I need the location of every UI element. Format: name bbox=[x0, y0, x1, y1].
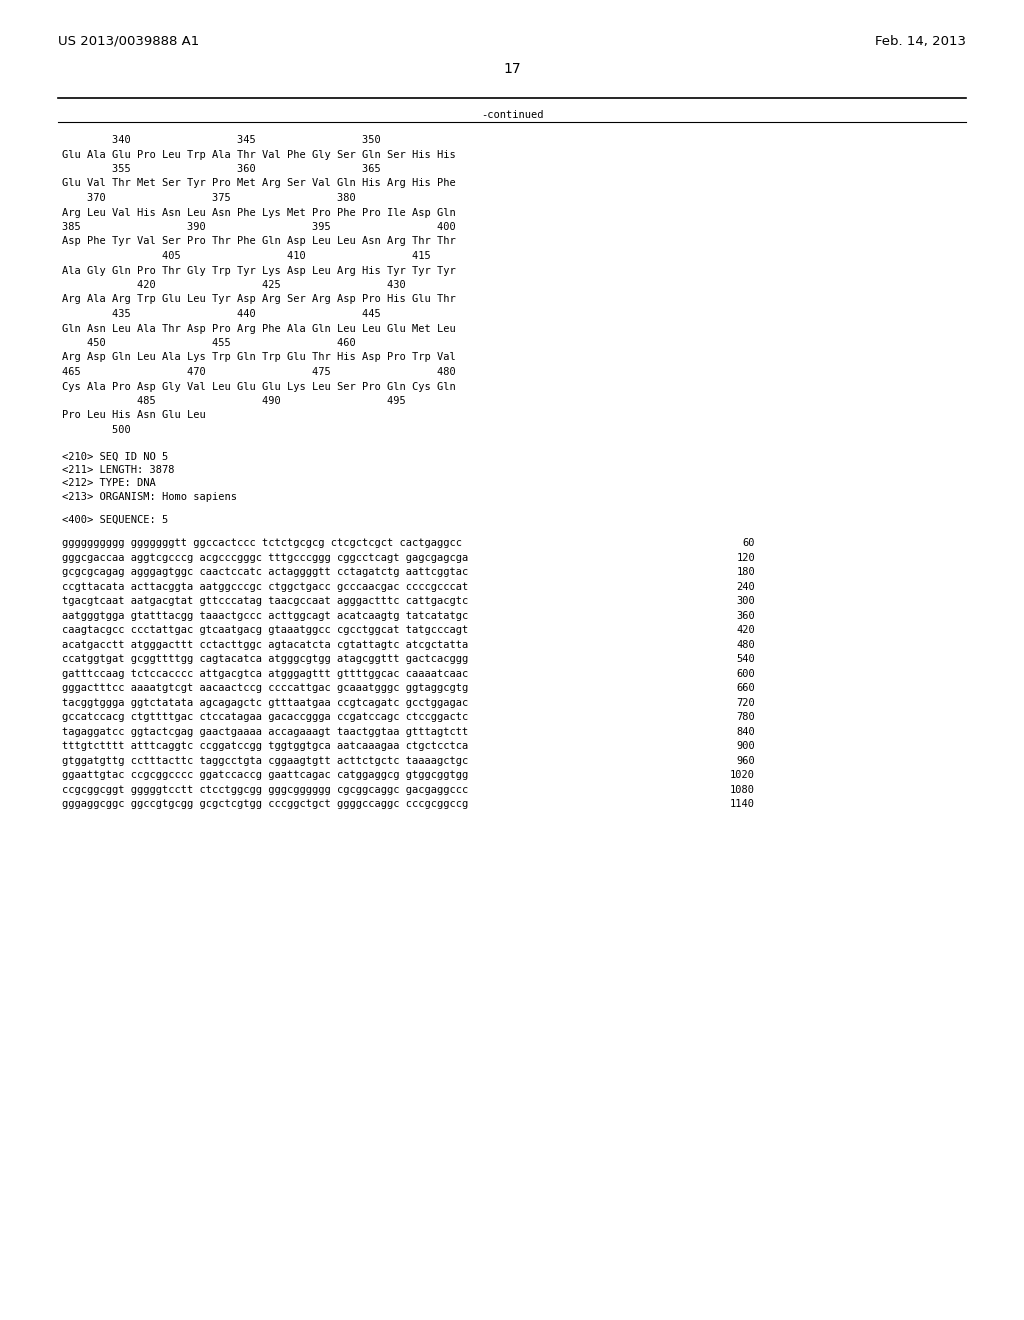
Text: 1020: 1020 bbox=[730, 771, 755, 780]
Text: gccatccacg ctgttttgac ctccatagaa gacaccggga ccgatccagc ctccggactc: gccatccacg ctgttttgac ctccatagaa gacaccg… bbox=[62, 713, 468, 722]
Text: 60: 60 bbox=[742, 539, 755, 548]
Text: -continued: -continued bbox=[480, 110, 544, 120]
Text: Gln Asn Leu Ala Thr Asp Pro Arg Phe Ala Gln Leu Leu Glu Met Leu: Gln Asn Leu Ala Thr Asp Pro Arg Phe Ala … bbox=[62, 323, 456, 334]
Text: gggcgaccaa aggtcgcccg acgcccgggc tttgcccggg cggcctcagt gagcgagcga: gggcgaccaa aggtcgcccg acgcccgggc tttgccc… bbox=[62, 553, 468, 562]
Text: 450                 455                 460: 450 455 460 bbox=[62, 338, 355, 348]
Text: Asp Phe Tyr Val Ser Pro Thr Phe Gln Asp Leu Leu Asn Arg Thr Thr: Asp Phe Tyr Val Ser Pro Thr Phe Gln Asp … bbox=[62, 236, 456, 247]
Text: Ala Gly Gln Pro Thr Gly Trp Tyr Lys Asp Leu Arg His Tyr Tyr Tyr: Ala Gly Gln Pro Thr Gly Trp Tyr Lys Asp … bbox=[62, 265, 456, 276]
Text: acatgacctt atgggacttt cctacttggc agtacatcta cgtattagtc atcgctatta: acatgacctt atgggacttt cctacttggc agtacat… bbox=[62, 640, 468, 649]
Text: Arg Asp Gln Leu Ala Lys Trp Gln Trp Glu Thr His Asp Pro Trp Val: Arg Asp Gln Leu Ala Lys Trp Gln Trp Glu … bbox=[62, 352, 456, 363]
Text: <211> LENGTH: 3878: <211> LENGTH: 3878 bbox=[62, 465, 174, 475]
Text: 420                 425                 430: 420 425 430 bbox=[62, 280, 406, 290]
Text: tacggtggga ggtctatata agcagagctc gtttaatgaa ccgtcagatc gcctggagac: tacggtggga ggtctatata agcagagctc gtttaat… bbox=[62, 698, 468, 708]
Text: 17: 17 bbox=[503, 62, 521, 77]
Text: 720: 720 bbox=[736, 698, 755, 708]
Text: aatgggtgga gtatttacgg taaactgccc acttggcagt acatcaagtg tatcatatgc: aatgggtgga gtatttacgg taaactgccc acttggc… bbox=[62, 611, 468, 620]
Text: gtggatgttg cctttacttc taggcctgta cggaagtgtt acttctgctc taaaagctgc: gtggatgttg cctttacttc taggcctgta cggaagt… bbox=[62, 756, 468, 766]
Text: ggaattgtac ccgcggcccc ggatccaccg gaattcagac catggaggcg gtggcggtgg: ggaattgtac ccgcggcccc ggatccaccg gaattca… bbox=[62, 771, 468, 780]
Text: Arg Leu Val His Asn Leu Asn Phe Lys Met Pro Phe Pro Ile Asp Gln: Arg Leu Val His Asn Leu Asn Phe Lys Met … bbox=[62, 207, 456, 218]
Text: gcgcgcagag agggagtggc caactccatc actaggggtt cctagatctg aattcggtac: gcgcgcagag agggagtggc caactccatc actaggg… bbox=[62, 568, 468, 577]
Text: 435                 440                 445: 435 440 445 bbox=[62, 309, 381, 319]
Text: ccatggtgat gcggttttgg cagtacatca atgggcgtgg atagcggttt gactcacggg: ccatggtgat gcggttttgg cagtacatca atgggcg… bbox=[62, 655, 468, 664]
Text: 370                 375                 380: 370 375 380 bbox=[62, 193, 355, 203]
Text: 600: 600 bbox=[736, 669, 755, 678]
Text: 1140: 1140 bbox=[730, 800, 755, 809]
Text: 900: 900 bbox=[736, 742, 755, 751]
Text: 840: 840 bbox=[736, 727, 755, 737]
Text: ccgcggcggt gggggtcctt ctcctggcgg gggcgggggg cgcggcaggc gacgaggccc: ccgcggcggt gggggtcctt ctcctggcgg gggcggg… bbox=[62, 785, 468, 795]
Text: 540: 540 bbox=[736, 655, 755, 664]
Text: caagtacgcc ccctattgac gtcaatgacg gtaaatggcc cgcctggcat tatgcccagt: caagtacgcc ccctattgac gtcaatgacg gtaaatg… bbox=[62, 626, 468, 635]
Text: <400> SEQUENCE: 5: <400> SEQUENCE: 5 bbox=[62, 515, 168, 525]
Text: 500: 500 bbox=[62, 425, 131, 436]
Text: tttgtctttt atttcaggtc ccggatccgg tggtggtgca aatcaaagaa ctgctcctca: tttgtctttt atttcaggtc ccggatccgg tggtggt… bbox=[62, 742, 468, 751]
Text: <212> TYPE: DNA: <212> TYPE: DNA bbox=[62, 479, 156, 488]
Text: 120: 120 bbox=[736, 553, 755, 562]
Text: 420: 420 bbox=[736, 626, 755, 635]
Text: gggggggggg gggggggtt ggccactccc tctctgcgcg ctcgctcgct cactgaggcc: gggggggggg gggggggtt ggccactccc tctctgcg… bbox=[62, 539, 462, 548]
Text: Arg Ala Arg Trp Glu Leu Tyr Asp Arg Ser Arg Asp Pro His Glu Thr: Arg Ala Arg Trp Glu Leu Tyr Asp Arg Ser … bbox=[62, 294, 456, 305]
Text: Cys Ala Pro Asp Gly Val Leu Glu Glu Lys Leu Ser Pro Gln Cys Gln: Cys Ala Pro Asp Gly Val Leu Glu Glu Lys … bbox=[62, 381, 456, 392]
Text: <210> SEQ ID NO 5: <210> SEQ ID NO 5 bbox=[62, 451, 168, 462]
Text: 960: 960 bbox=[736, 756, 755, 766]
Text: Glu Val Thr Met Ser Tyr Pro Met Arg Ser Val Gln His Arg His Phe: Glu Val Thr Met Ser Tyr Pro Met Arg Ser … bbox=[62, 178, 456, 189]
Text: 240: 240 bbox=[736, 582, 755, 591]
Text: 355                 360                 365: 355 360 365 bbox=[62, 164, 381, 174]
Text: tagaggatcc ggtactcgag gaactgaaaa accagaaagt taactggtaa gtttagtctt: tagaggatcc ggtactcgag gaactgaaaa accagaa… bbox=[62, 727, 468, 737]
Text: 485                 490                 495: 485 490 495 bbox=[62, 396, 406, 407]
Text: 465                 470                 475                 480: 465 470 475 480 bbox=[62, 367, 456, 378]
Text: 1080: 1080 bbox=[730, 785, 755, 795]
Text: Feb. 14, 2013: Feb. 14, 2013 bbox=[874, 36, 966, 48]
Text: 180: 180 bbox=[736, 568, 755, 577]
Text: gatttccaag tctccacccc attgacgtca atgggagttt gttttggcac caaaatcaac: gatttccaag tctccacccc attgacgtca atgggag… bbox=[62, 669, 468, 678]
Text: 360: 360 bbox=[736, 611, 755, 620]
Text: gggactttcc aaaatgtcgt aacaactccg ccccattgac gcaaatgggc ggtaggcgtg: gggactttcc aaaatgtcgt aacaactccg ccccatt… bbox=[62, 684, 468, 693]
Text: gggaggcggc ggccgtgcgg gcgctcgtgg cccggctgct ggggccaggc cccgcggccg: gggaggcggc ggccgtgcgg gcgctcgtgg cccggct… bbox=[62, 800, 468, 809]
Text: 480: 480 bbox=[736, 640, 755, 649]
Text: Pro Leu His Asn Glu Leu: Pro Leu His Asn Glu Leu bbox=[62, 411, 206, 421]
Text: tgacgtcaat aatgacgtat gttcccatag taacgccaat agggactttc cattgacgtc: tgacgtcaat aatgacgtat gttcccatag taacgcc… bbox=[62, 597, 468, 606]
Text: 405                 410                 415: 405 410 415 bbox=[62, 251, 431, 261]
Text: 660: 660 bbox=[736, 684, 755, 693]
Text: <213> ORGANISM: Homo sapiens: <213> ORGANISM: Homo sapiens bbox=[62, 492, 237, 502]
Text: ccgttacata acttacggta aatggcccgc ctggctgacc gcccaacgac ccccgcccat: ccgttacata acttacggta aatggcccgc ctggctg… bbox=[62, 582, 468, 591]
Text: 340                 345                 350: 340 345 350 bbox=[62, 135, 381, 145]
Text: US 2013/0039888 A1: US 2013/0039888 A1 bbox=[58, 36, 200, 48]
Text: 780: 780 bbox=[736, 713, 755, 722]
Text: 300: 300 bbox=[736, 597, 755, 606]
Text: Glu Ala Glu Pro Leu Trp Ala Thr Val Phe Gly Ser Gln Ser His His: Glu Ala Glu Pro Leu Trp Ala Thr Val Phe … bbox=[62, 149, 456, 160]
Text: 385                 390                 395                 400: 385 390 395 400 bbox=[62, 222, 456, 232]
